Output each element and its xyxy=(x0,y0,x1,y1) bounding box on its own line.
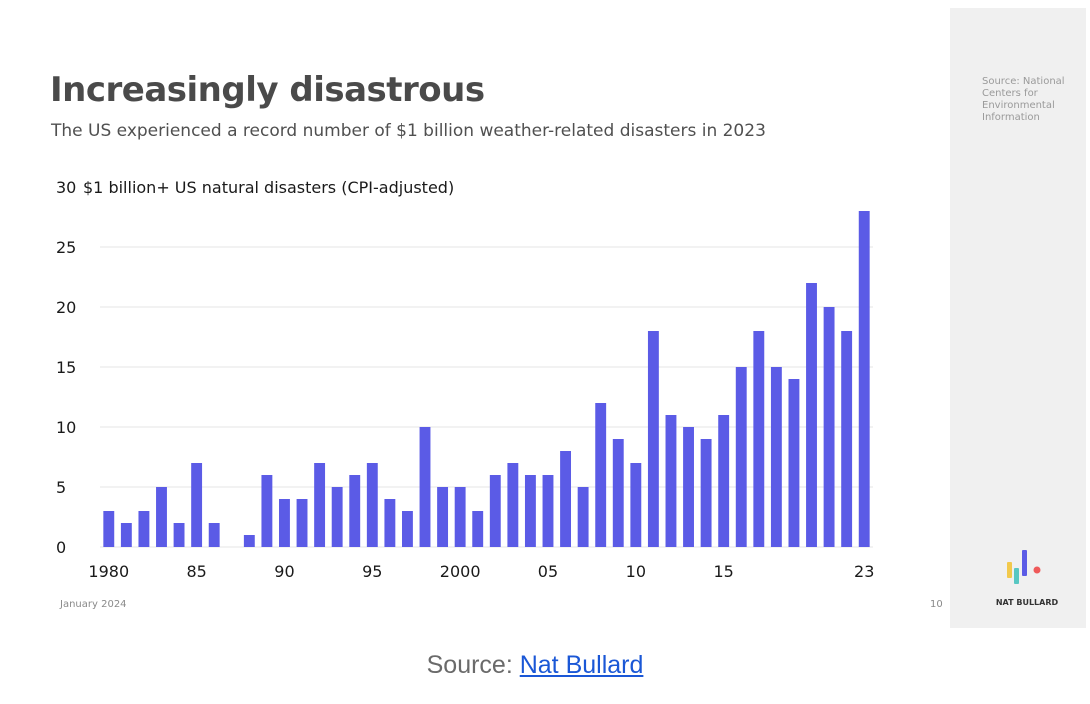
bar-1981 xyxy=(120,523,132,547)
chart-subtitle: The US experienced a record number of $1… xyxy=(51,121,766,141)
bar-2014 xyxy=(700,439,712,547)
bar-2018 xyxy=(770,367,782,547)
bar-2007 xyxy=(577,487,589,547)
bar-2002 xyxy=(489,475,501,547)
bar-1980 xyxy=(103,511,115,547)
bar-2012 xyxy=(665,415,677,547)
bar-2006 xyxy=(560,451,572,547)
x-tick-label: 90 xyxy=(274,562,294,581)
bar-1984 xyxy=(173,523,185,547)
y-tick-label: 5 xyxy=(56,478,66,497)
bar-2011 xyxy=(647,331,659,547)
side-panel xyxy=(950,8,1086,628)
bar-2003 xyxy=(507,463,519,547)
bar-1983 xyxy=(156,487,167,547)
y-tick-label: 30 xyxy=(56,178,76,197)
bar-1991 xyxy=(296,499,308,547)
chart-title: Increasingly disastrous xyxy=(50,70,485,110)
bar-2009 xyxy=(612,439,624,547)
side-source-note: Source: National Centers for Environment… xyxy=(982,76,1065,123)
x-tick-label: 05 xyxy=(538,562,558,581)
bar-1986 xyxy=(208,523,220,547)
x-tick-label: 15 xyxy=(713,562,733,581)
bar-2021 xyxy=(823,307,835,547)
bar-1998 xyxy=(419,427,431,547)
bar-1995 xyxy=(366,463,378,547)
bar-2017 xyxy=(753,331,765,547)
y-tick-label: 15 xyxy=(56,358,76,377)
footer-date: January 2024 xyxy=(60,599,127,610)
logo-text: NAT BULLARD xyxy=(995,598,1059,607)
bar-1989 xyxy=(261,475,273,547)
source-credit-prefix: Source: xyxy=(426,651,520,679)
bar-2000 xyxy=(454,487,466,547)
bar-1992 xyxy=(314,463,326,547)
bar-2016 xyxy=(735,367,747,547)
y-tick-label: 10 xyxy=(56,418,76,437)
bar-2010 xyxy=(630,463,642,547)
x-tick-label: 23 xyxy=(854,562,874,581)
bar-1990 xyxy=(279,499,290,547)
page-number: 10 xyxy=(930,599,943,610)
x-tick-label: 95 xyxy=(362,562,382,581)
bar-2004 xyxy=(524,475,536,547)
y-tick-label: 20 xyxy=(56,298,76,317)
x-tick-label: 85 xyxy=(186,562,206,581)
bar-2015 xyxy=(718,415,730,547)
y-axis-label: $1 billion+ US natural disasters (CPI-ad… xyxy=(83,178,454,197)
bar-2005 xyxy=(542,475,554,547)
x-tick-label: 10 xyxy=(626,562,646,581)
source-credit: Source: Nat Bullard xyxy=(0,651,1070,680)
bar-chart-logo-icon xyxy=(1007,550,1041,584)
bar-1982 xyxy=(138,511,150,547)
bar-1997 xyxy=(401,511,413,547)
bar-1988 xyxy=(243,535,255,547)
bar-2013 xyxy=(683,427,694,547)
bar-2019 xyxy=(788,379,800,547)
bar-1999 xyxy=(437,487,449,547)
bar-1985 xyxy=(191,463,203,547)
y-tick-label: 0 xyxy=(56,538,66,557)
bar-1994 xyxy=(349,475,361,547)
source-credit-link[interactable]: Nat Bullard xyxy=(519,651,644,679)
x-tick-label: 2000 xyxy=(440,562,481,581)
bar-1993 xyxy=(331,487,343,547)
bar-2020 xyxy=(806,283,817,547)
bar-2008 xyxy=(595,403,607,547)
bar-2001 xyxy=(472,511,484,547)
y-tick-label: 25 xyxy=(56,238,76,257)
bar-1996 xyxy=(384,499,396,547)
bar-2023 xyxy=(858,211,870,547)
x-tick-label: 1980 xyxy=(88,562,129,581)
bar-2022 xyxy=(841,331,853,547)
